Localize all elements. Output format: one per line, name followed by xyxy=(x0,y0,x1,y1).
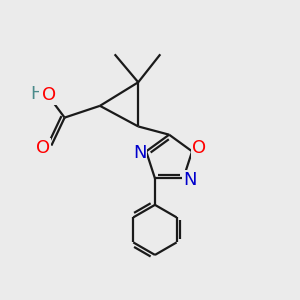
Text: O: O xyxy=(36,139,50,157)
Text: O: O xyxy=(42,85,56,103)
Text: O: O xyxy=(191,140,206,158)
Text: -: - xyxy=(40,85,46,103)
Text: N: N xyxy=(133,144,146,162)
Text: H: H xyxy=(30,85,43,103)
Text: N: N xyxy=(183,171,196,189)
